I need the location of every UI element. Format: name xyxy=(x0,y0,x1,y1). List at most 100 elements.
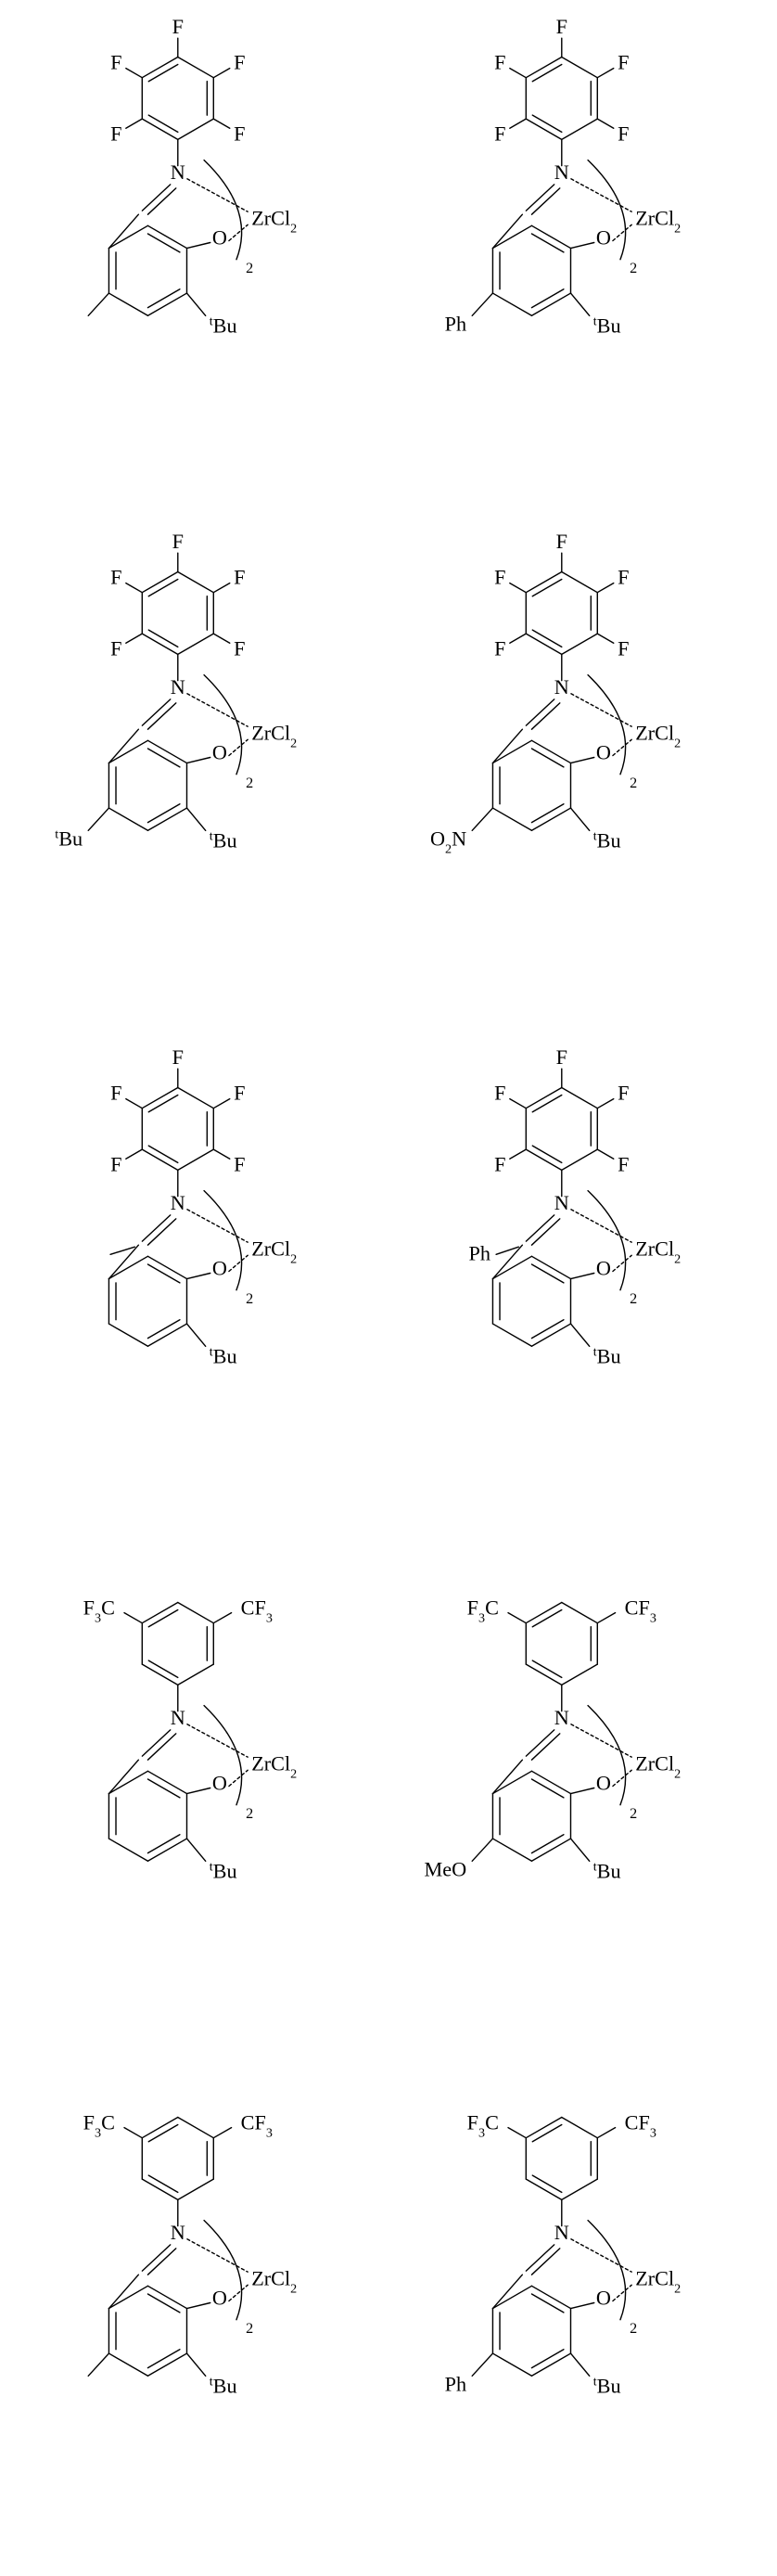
svg-text:2: 2 xyxy=(246,775,253,791)
svg-text:F: F xyxy=(234,51,245,74)
svg-text:tBu: tBu xyxy=(593,314,621,337)
svg-text:CF3: CF3 xyxy=(625,2111,656,2141)
molecule-svg: F3CCF3NO2ZrCl2tBu xyxy=(14,2074,379,2561)
svg-text:2: 2 xyxy=(246,2321,253,2337)
svg-text:tBu: tBu xyxy=(593,1859,621,1882)
svg-text:F: F xyxy=(172,15,184,38)
svg-text:F: F xyxy=(172,531,184,554)
svg-text:ZrCl2: ZrCl2 xyxy=(635,722,681,751)
molecule-svg: FFFFFNO2ZrCl2tBuPh xyxy=(398,14,763,501)
svg-text:ZrCl2: ZrCl2 xyxy=(251,1237,297,1266)
svg-text:2: 2 xyxy=(246,1806,253,1822)
svg-text:F3C: F3C xyxy=(83,2111,115,2141)
molecule-svg: FFFFFNO2ZrCl2tBu xyxy=(14,1044,379,1532)
svg-text:F: F xyxy=(494,1081,505,1104)
svg-text:2: 2 xyxy=(630,775,637,791)
svg-text:F: F xyxy=(234,122,245,145)
molecule-r0-c1: FFFFFNO2ZrCl2tBuPh xyxy=(398,14,763,501)
svg-text:F: F xyxy=(110,637,121,660)
svg-text:Ph: Ph xyxy=(445,312,466,335)
svg-text:2: 2 xyxy=(630,1290,637,1306)
svg-text:O: O xyxy=(212,226,227,250)
svg-text:F: F xyxy=(556,1045,567,1069)
svg-text:O: O xyxy=(212,1256,227,1279)
svg-text:N: N xyxy=(554,2221,569,2244)
svg-text:N: N xyxy=(171,675,185,698)
svg-text:O: O xyxy=(212,741,227,764)
svg-text:O: O xyxy=(596,741,611,764)
svg-text:O2N: O2N xyxy=(430,827,466,857)
svg-text:CF3: CF3 xyxy=(241,2111,273,2141)
molecule-svg: FFFFFNO2ZrCl2tButBu xyxy=(14,529,379,1016)
svg-text:N: N xyxy=(171,1706,185,1729)
svg-text:F: F xyxy=(618,1152,629,1175)
svg-text:tBu: tBu xyxy=(210,314,237,337)
svg-text:tBu: tBu xyxy=(210,1344,237,1367)
svg-text:F: F xyxy=(110,1152,121,1175)
svg-text:tBu: tBu xyxy=(55,827,83,851)
svg-text:F: F xyxy=(234,1081,245,1104)
svg-text:F: F xyxy=(494,51,505,74)
svg-text:tBu: tBu xyxy=(210,2375,237,2398)
svg-text:F: F xyxy=(494,122,505,145)
svg-text:F3C: F3C xyxy=(83,1596,115,1626)
svg-text:N: N xyxy=(171,2221,185,2244)
svg-text:ZrCl2: ZrCl2 xyxy=(251,722,297,751)
svg-text:O: O xyxy=(212,1772,227,1795)
svg-text:F: F xyxy=(556,531,567,554)
svg-text:2: 2 xyxy=(630,1806,637,1822)
svg-text:2: 2 xyxy=(630,261,637,276)
svg-text:ZrCl2: ZrCl2 xyxy=(251,1751,297,1781)
svg-text:ZrCl2: ZrCl2 xyxy=(635,2267,681,2297)
svg-text:F: F xyxy=(618,51,629,74)
svg-text:F: F xyxy=(494,637,505,660)
svg-text:tBu: tBu xyxy=(593,1344,621,1367)
svg-text:F: F xyxy=(494,1152,505,1175)
molecule-r3-c0: F3CCF3NO2ZrCl2tBu xyxy=(14,1559,379,2046)
molecule-svg: F3CCF3NO2ZrCl2tBu xyxy=(14,1559,379,2046)
svg-text:O: O xyxy=(596,2287,611,2310)
molecule-r4-c1: F3C CF3 N O 2 ZrCl2 tBu Ph xyxy=(398,2074,763,2561)
svg-text:O: O xyxy=(596,1256,611,1279)
svg-text:Ph: Ph xyxy=(469,1241,490,1264)
svg-text:N: N xyxy=(171,160,185,184)
molecule-svg: F3C CF3 N O 2 ZrCl2 tBu Ph xyxy=(398,2074,763,2561)
svg-text:CF3: CF3 xyxy=(625,1596,656,1626)
svg-text:N: N xyxy=(554,675,569,698)
molecule-svg: F3CCF3NO2ZrCl2tBuMeO xyxy=(398,1559,763,2046)
svg-text:tBu: tBu xyxy=(593,2375,621,2398)
svg-text:N: N xyxy=(554,1706,569,1729)
svg-text:2: 2 xyxy=(630,2321,637,2337)
svg-text:F: F xyxy=(234,1152,245,1175)
svg-text:F: F xyxy=(234,566,245,589)
molecule-r3-c1: F3CCF3NO2ZrCl2tBuMeO xyxy=(398,1559,763,2046)
svg-text:F: F xyxy=(234,637,245,660)
svg-text:F: F xyxy=(110,122,121,145)
molecule-r0-c0: FFFFFNO2ZrCl2tBu xyxy=(14,14,379,501)
svg-text:O: O xyxy=(596,226,611,250)
svg-text:F: F xyxy=(556,15,567,38)
svg-text:tBu: tBu xyxy=(210,829,237,852)
svg-text:tBu: tBu xyxy=(593,829,621,852)
svg-text:ZrCl2: ZrCl2 xyxy=(251,2267,297,2297)
molecule-r1-c0: FFFFFNO2ZrCl2tButBu xyxy=(14,529,379,1016)
svg-text:F3C: F3C xyxy=(467,1596,499,1626)
svg-text:F: F xyxy=(618,637,629,660)
molecule-grid: F F F F F N O 2 ZrCl2 tBu F F F F F N O 2 ZrCl2 tBu Ph F F F F F N… xyxy=(14,14,763,2562)
svg-text:F: F xyxy=(618,566,629,589)
svg-text:F: F xyxy=(110,1081,121,1104)
svg-text:F: F xyxy=(618,1081,629,1104)
svg-text:ZrCl2: ZrCl2 xyxy=(635,1237,681,1266)
svg-text:O: O xyxy=(596,1772,611,1795)
svg-text:N: N xyxy=(554,160,569,184)
svg-text:N: N xyxy=(171,1190,185,1213)
molecule-svg: FFFFFNO2ZrCl2tBu xyxy=(14,14,379,501)
svg-text:ZrCl2: ZrCl2 xyxy=(635,1751,681,1781)
svg-text:tBu: tBu xyxy=(210,1859,237,1882)
svg-text:F: F xyxy=(110,51,121,74)
molecule-r4-c0: F3CCF3NO2ZrCl2tBu xyxy=(14,2074,379,2561)
svg-text:F: F xyxy=(172,1045,184,1069)
svg-text:Ph: Ph xyxy=(445,2373,466,2396)
molecule-svg: FFFFFNO2ZrCl2tBuPh xyxy=(398,1044,763,1532)
svg-text:F3C: F3C xyxy=(467,2111,499,2141)
